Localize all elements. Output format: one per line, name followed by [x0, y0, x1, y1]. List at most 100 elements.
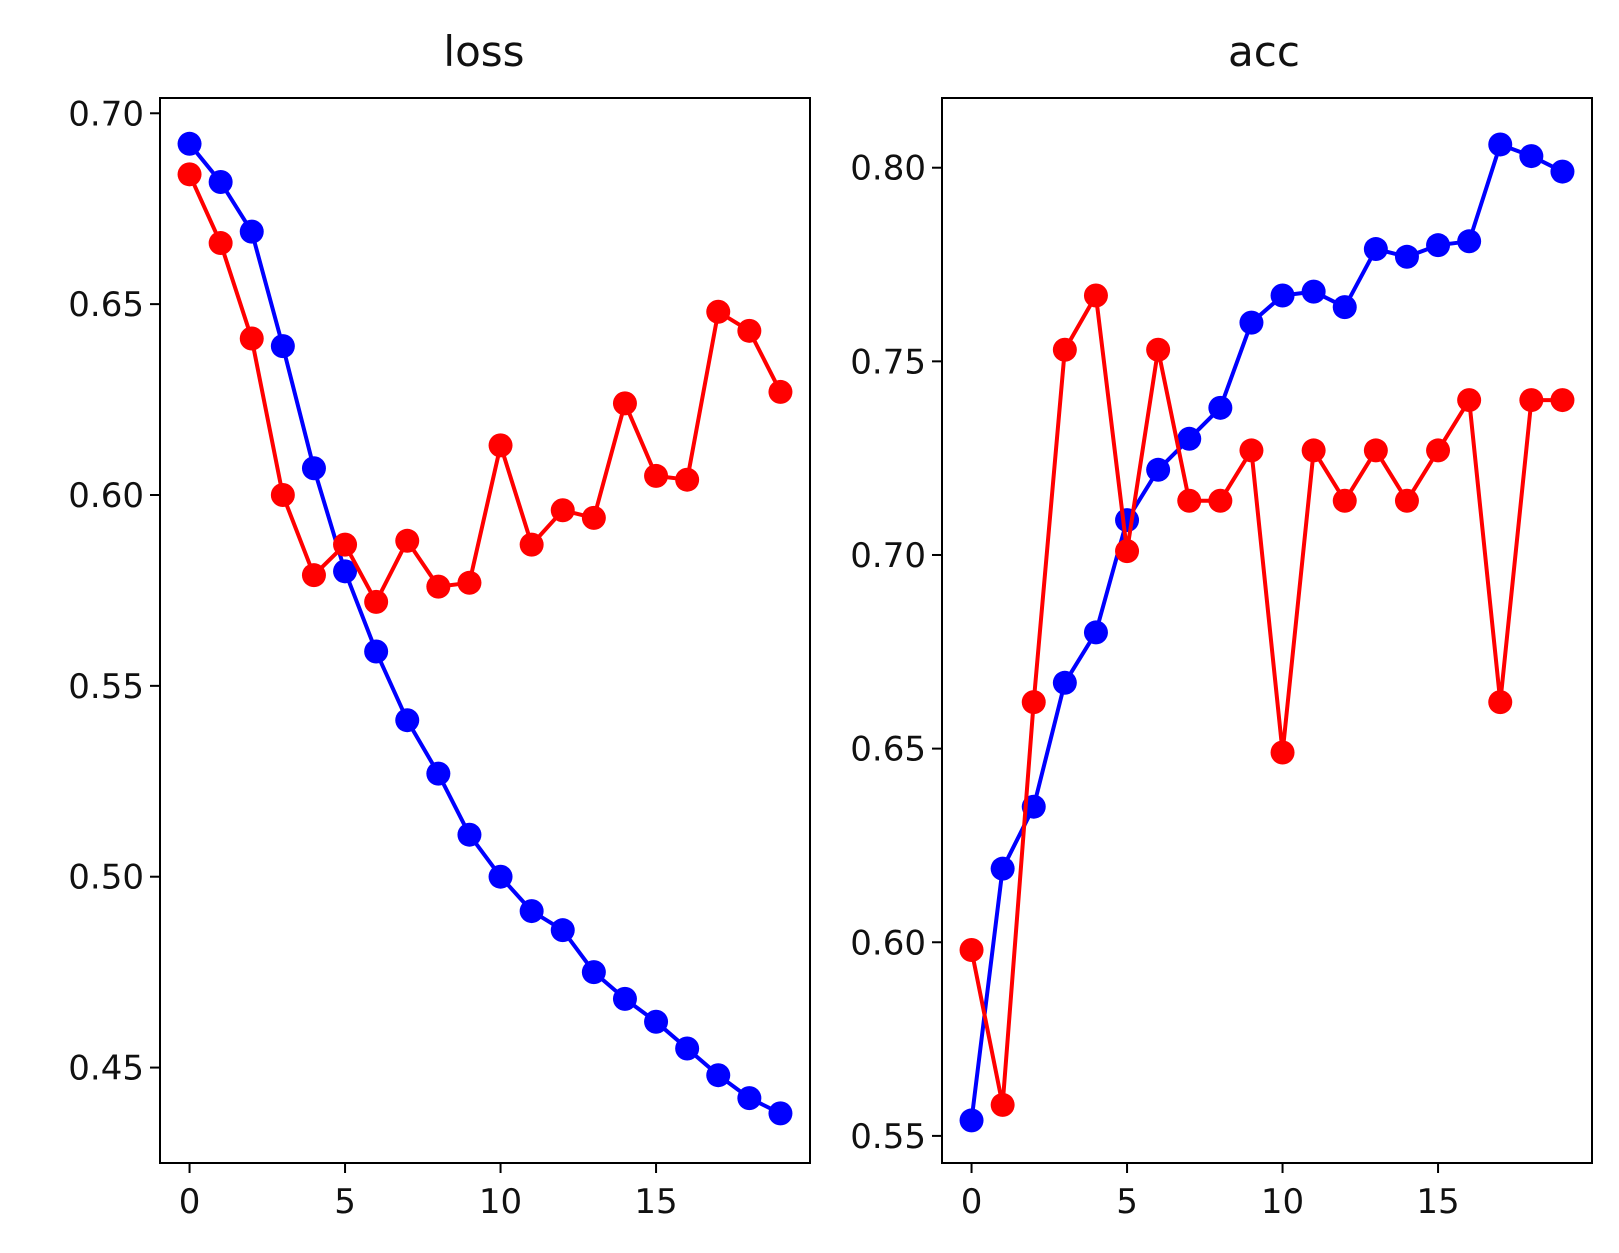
acc-blue-point — [1177, 426, 1202, 451]
acc-blue-point — [1426, 233, 1451, 258]
loss-blue-point — [333, 559, 358, 584]
loss-blue-point — [177, 131, 202, 156]
loss-blue-point — [737, 1086, 762, 1111]
loss-x-tick-label: 15 — [634, 1182, 677, 1222]
loss-x-tick-label: 10 — [479, 1182, 522, 1222]
acc-blue-point — [1083, 620, 1108, 645]
loss-blue-point — [706, 1063, 731, 1088]
acc-red-point — [1052, 337, 1077, 362]
loss-y-tick-label: 0.45 — [68, 1049, 144, 1089]
acc-axes-frame — [941, 97, 1593, 1164]
acc-red-point — [1115, 539, 1140, 564]
loss-red-point — [395, 528, 420, 553]
acc-red-point — [959, 938, 984, 962]
acc-blue-point — [1519, 144, 1544, 169]
acc-x-tick-label: 0 — [961, 1182, 983, 1222]
loss-blue-point — [395, 708, 420, 733]
acc-red-point — [1208, 488, 1233, 513]
acc-red-point — [1239, 438, 1264, 463]
loss-panel-title: loss — [443, 27, 524, 76]
loss-red-point — [270, 482, 295, 507]
loss-red-point — [737, 318, 762, 343]
loss-blue-point — [270, 334, 295, 359]
acc-red-point — [1146, 337, 1171, 362]
loss-red-point — [364, 589, 389, 614]
acc-x-tick-label: 15 — [1416, 1182, 1459, 1222]
acc-blue-point — [1208, 395, 1233, 420]
acc-red-point — [1550, 388, 1575, 413]
acc-blue-point — [1488, 132, 1513, 157]
loss-blue-point — [488, 864, 513, 889]
loss-red-point — [612, 391, 637, 416]
acc-x-tick-label: 10 — [1261, 1182, 1304, 1222]
loss-red-point — [581, 505, 606, 530]
loss-blue-point — [675, 1036, 700, 1061]
loss-blue-point — [208, 169, 233, 194]
loss-red-point — [177, 162, 202, 187]
acc-red-point — [1332, 488, 1357, 513]
loss-blue-point — [519, 899, 544, 924]
acc-x-tick-label: 5 — [1116, 1182, 1138, 1222]
loss-red-point — [301, 563, 326, 588]
acc-red-point — [1394, 488, 1419, 513]
loss-red-point — [644, 463, 669, 488]
acc-blue-point — [1394, 244, 1419, 269]
loss-red-point — [239, 326, 264, 351]
loss-x-tick-label: 0 — [179, 1182, 201, 1222]
acc-blue-point — [1332, 295, 1357, 320]
loss-blue-point — [239, 219, 264, 244]
loss-y-tick-label: 0.50 — [68, 858, 144, 898]
acc-blue-point — [1146, 457, 1171, 482]
loss-panel: loss 0 5 10 15 0.45 0.50 0.55 0.60 0.65 0.70 — [68, 27, 811, 1222]
acc-y-tick-label: 0.80 — [850, 149, 926, 189]
acc-blue-point — [990, 856, 1015, 881]
loss-y-tick-label: 0.70 — [68, 94, 144, 134]
acc-red-point — [1021, 690, 1046, 715]
loss-axes-frame — [159, 97, 811, 1164]
loss-blue-point — [457, 822, 482, 847]
acc-panel: acc 0 5 10 15 0.55 0.60 0.65 0.70 0.75 0.80 — [850, 27, 1593, 1222]
loss-blue-point — [550, 918, 575, 943]
loss-red-point — [426, 574, 451, 599]
acc-blue-point — [1457, 229, 1482, 254]
loss-blue-point — [426, 761, 451, 786]
acc-blue-point — [959, 1108, 984, 1133]
loss-red-point — [675, 467, 700, 492]
loss-y-tick-label: 0.60 — [68, 476, 144, 516]
acc-y-tick-label: 0.70 — [850, 536, 926, 576]
loss-x-tick-label: 5 — [334, 1182, 356, 1222]
loss-y-tick-label: 0.65 — [68, 285, 144, 325]
loss-blue-point — [364, 639, 389, 664]
acc-red-point — [1177, 488, 1202, 513]
loss-blue-point — [768, 1101, 793, 1126]
loss-red-point — [208, 231, 233, 256]
acc-y-tick-label: 0.55 — [850, 1117, 926, 1157]
acc-blue-point — [1550, 159, 1575, 184]
acc-red-point — [990, 1092, 1015, 1117]
acc-blue-point — [1052, 670, 1077, 695]
acc-red-point — [1083, 283, 1108, 308]
acc-red-point — [1488, 690, 1513, 715]
loss-red-point — [550, 498, 575, 523]
acc-red-point — [1301, 438, 1326, 463]
acc-red-point — [1270, 740, 1295, 765]
acc-red-point — [1426, 438, 1451, 463]
loss-red-point — [488, 433, 513, 458]
acc-y-tick-label: 0.60 — [850, 923, 926, 963]
loss-blue-point — [581, 960, 606, 985]
acc-blue-point — [1363, 237, 1388, 262]
acc-blue-point — [1301, 279, 1326, 304]
acc-blue-point — [1270, 283, 1295, 308]
acc-red-point — [1363, 438, 1388, 463]
acc-y-tick-label: 0.65 — [850, 730, 926, 770]
loss-red-point — [768, 379, 793, 404]
acc-red-point — [1519, 388, 1544, 413]
acc-y-tick-label: 0.75 — [850, 342, 926, 382]
acc-red-point — [1457, 388, 1482, 413]
loss-blue-point — [644, 1009, 669, 1034]
acc-panel-title: acc — [1228, 27, 1300, 76]
loss-red-point — [457, 570, 482, 595]
loss-red-point — [706, 299, 731, 324]
